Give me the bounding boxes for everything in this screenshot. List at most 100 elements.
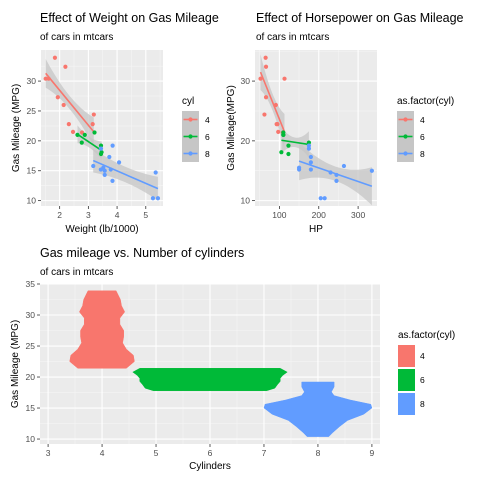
data-point-cyl-8	[102, 172, 107, 178]
data-point-cyl-4	[282, 76, 287, 81]
regression-line-cyl-4	[45, 72, 95, 133]
data-point-cyl-4	[43, 76, 48, 81]
legend-key-point-cyl-8	[188, 151, 193, 156]
y-tick-label: 25	[26, 341, 36, 351]
legend-key-point-cyl-4	[403, 117, 408, 122]
data-point-cyl-4	[262, 112, 267, 117]
chart-subtitle: of cars in mtcars	[40, 267, 113, 278]
y-tick-label: 15	[27, 166, 37, 176]
y-tick-label: 10	[241, 196, 251, 206]
y-tick-label: 30	[27, 76, 37, 86]
data-point-cyl-6	[82, 132, 87, 137]
data-point-cyl-6	[281, 130, 286, 135]
regression-line-cyl-4	[259, 71, 286, 133]
y-tick-label: 30	[26, 310, 36, 320]
y-tick-label: 10	[26, 434, 36, 444]
data-layer	[69, 290, 373, 437]
data-point-cyl-8	[110, 143, 115, 148]
data-point-cyl-8	[107, 154, 112, 160]
chart-2: Effect of Horsepower on Gas Mileage of ca…	[226, 11, 464, 235]
y-tick-label: 25	[27, 106, 37, 116]
data-point-cyl-8	[98, 167, 103, 172]
data-point-cyl-8	[98, 146, 104, 151]
x-tick-label: 4	[115, 210, 120, 220]
data-point-cyl-4	[91, 112, 96, 117]
data-point-cyl-4	[263, 95, 269, 100]
regression-line-cyl-6	[281, 139, 310, 146]
legend-label: 4	[205, 115, 210, 125]
legend-label: 4	[420, 115, 425, 125]
data-point-cyl-8	[91, 163, 96, 169]
x-tick-label: 5	[143, 210, 148, 220]
x-tick-label: 7	[262, 448, 267, 458]
regression-line-cyl-8	[92, 159, 159, 190]
data-point-cyl-6	[79, 140, 84, 145]
x-axis-label: HP	[309, 224, 323, 235]
data-point-cyl-4	[276, 129, 281, 134]
data-point-cyl-4	[66, 122, 71, 127]
data-point-cyl-8	[116, 160, 122, 165]
data-point-cyl-4	[90, 122, 95, 127]
legend-label: 4	[420, 351, 425, 361]
legend-label: 6	[420, 132, 425, 142]
x-tick-label: 100	[272, 210, 286, 220]
data-point-cyl-6	[92, 130, 97, 135]
data-point-cyl-8	[155, 196, 161, 201]
y-tick-label: 30	[241, 76, 251, 86]
x-tick-label: 200	[312, 210, 326, 220]
y-axis-label: Gas Mileage (MPG)	[10, 320, 21, 408]
x-tick-label: 6	[208, 448, 213, 458]
legend: cyl 4 6 8	[182, 96, 210, 162]
x-tick-label: 9	[370, 448, 375, 458]
data-point-cyl-4	[63, 64, 68, 69]
x-tick-label: 300	[351, 210, 365, 220]
regression-line-cyl-8	[298, 160, 373, 188]
chart-subtitle: of cars in mtcars	[40, 32, 113, 43]
y-tick-label: 10	[27, 196, 37, 206]
x-tick-label: 5	[154, 448, 159, 458]
data-point-cyl-4	[275, 122, 280, 127]
y-tick-label: 15	[26, 403, 36, 413]
x-axis-label: Weight (lb/1000)	[65, 224, 138, 235]
chart-title: Effect of Horsepower on Gas Mileage	[256, 11, 464, 25]
legend-label: 6	[205, 132, 210, 142]
legend-title: as.factor(cyl)	[398, 330, 455, 341]
chart-title: Gas mileage vs. Number of cylinders	[40, 246, 244, 260]
data-layer	[258, 54, 374, 206]
y-tick-label: 20	[241, 136, 251, 146]
data-point-cyl-4	[263, 55, 268, 60]
chart-subtitle: of cars in mtcars	[256, 32, 329, 43]
data-layer	[43, 55, 161, 201]
legend: as.factor(cyl) 4 6 8	[398, 330, 455, 415]
data-point-cyl-4	[70, 129, 76, 134]
data-point-cyl-4	[258, 76, 263, 81]
y-tick-label: 20	[27, 136, 37, 146]
legend-label: 8	[420, 399, 425, 409]
y-axis-label: Gas Mileage(MPG)	[226, 85, 237, 171]
x-tick-label: 3	[86, 210, 91, 220]
legend: as.factor(cyl) 4 6 8	[397, 96, 454, 162]
violin-cyl-4	[69, 290, 135, 369]
violin-cyl-8	[263, 381, 373, 437]
violin-cyl-6	[132, 368, 288, 391]
data-point-cyl-8	[110, 178, 115, 183]
data-point-cyl-6	[286, 143, 291, 148]
data-point-cyl-6	[98, 143, 104, 148]
x-tick-label: 3	[46, 448, 51, 458]
data-point-cyl-8	[318, 196, 323, 201]
legend-key-point-cyl-6	[403, 134, 408, 139]
y-tick-label: 35	[26, 279, 36, 289]
data-point-cyl-8	[102, 168, 107, 173]
data-point-cyl-4	[55, 95, 60, 100]
x-tick-label: 2	[57, 210, 62, 220]
data-point-cyl-8	[308, 160, 313, 165]
data-point-cyl-8	[306, 143, 312, 148]
chart-title: Effect of Weight on Gas Mileage	[40, 11, 219, 25]
data-point-cyl-8	[322, 196, 327, 201]
data-point-cyl-6	[98, 151, 104, 157]
data-point-cyl-6	[286, 151, 291, 157]
legend-label: 8	[420, 149, 425, 159]
data-point-cyl-4	[52, 55, 58, 60]
x-tick-label: 4	[100, 448, 105, 458]
